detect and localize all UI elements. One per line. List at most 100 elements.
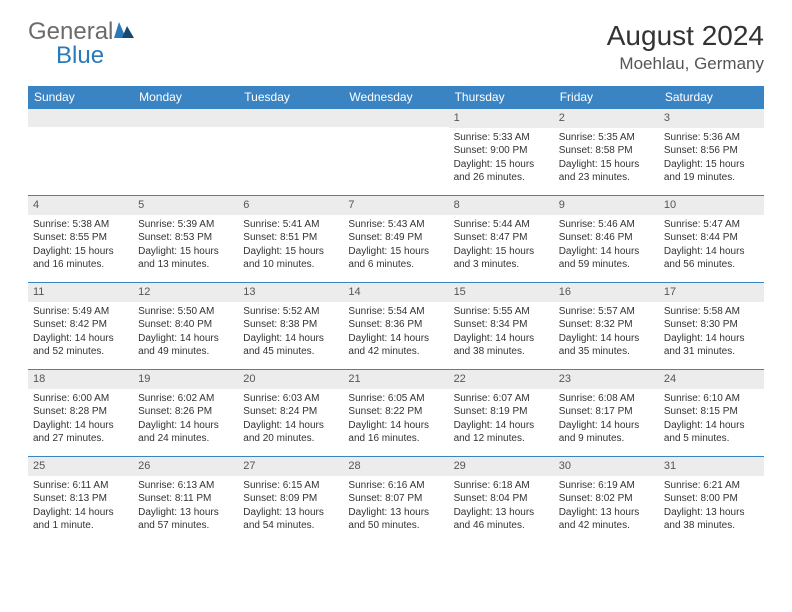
day-number: 13: [238, 283, 343, 302]
sunrise-text: Sunrise: 5:41 AM: [243, 218, 338, 232]
logo-text-general: General: [28, 18, 113, 45]
sunset-text: Sunset: 8:32 PM: [559, 318, 654, 332]
daylight-text: Daylight: 14 hours and 38 minutes.: [454, 332, 549, 359]
day-content: Sunrise: 5:52 AMSunset: 8:38 PMDaylight:…: [238, 302, 343, 362]
sunrise-text: Sunrise: 5:57 AM: [559, 305, 654, 319]
sunset-text: Sunset: 8:22 PM: [348, 405, 443, 419]
day-number: 7: [343, 196, 448, 215]
sunset-text: Sunset: 8:36 PM: [348, 318, 443, 332]
day-cell: 24Sunrise: 6:10 AMSunset: 8:15 PMDayligh…: [659, 370, 764, 456]
daylight-text: Daylight: 13 hours and 50 minutes.: [348, 506, 443, 533]
day-number: [238, 109, 343, 127]
sunrise-text: Sunrise: 6:18 AM: [454, 479, 549, 493]
day-number: 14: [343, 283, 448, 302]
sunrise-text: Sunrise: 6:13 AM: [138, 479, 233, 493]
sunrise-text: Sunrise: 6:15 AM: [243, 479, 338, 493]
day-number: 3: [659, 109, 764, 128]
day-cell: 8Sunrise: 5:44 AMSunset: 8:47 PMDaylight…: [449, 196, 554, 282]
day-number: 24: [659, 370, 764, 389]
sunset-text: Sunset: 8:17 PM: [559, 405, 654, 419]
day-content: Sunrise: 5:36 AMSunset: 8:56 PMDaylight:…: [659, 128, 764, 188]
day-number: 29: [449, 457, 554, 476]
day-cell: 22Sunrise: 6:07 AMSunset: 8:19 PMDayligh…: [449, 370, 554, 456]
sunset-text: Sunset: 8:44 PM: [664, 231, 759, 245]
day-content: Sunrise: 5:55 AMSunset: 8:34 PMDaylight:…: [449, 302, 554, 362]
day-cell: 1Sunrise: 5:33 AMSunset: 9:00 PMDaylight…: [449, 109, 554, 195]
sunrise-text: Sunrise: 6:11 AM: [33, 479, 128, 493]
day-cell: 7Sunrise: 5:43 AMSunset: 8:49 PMDaylight…: [343, 196, 448, 282]
day-number: [343, 109, 448, 127]
day-content: Sunrise: 5:35 AMSunset: 8:58 PMDaylight:…: [554, 128, 659, 188]
daylight-text: Daylight: 14 hours and 24 minutes.: [138, 419, 233, 446]
day-number: 1: [449, 109, 554, 128]
day-number: 4: [28, 196, 133, 215]
sunset-text: Sunset: 8:02 PM: [559, 492, 654, 506]
week-row: 4Sunrise: 5:38 AMSunset: 8:55 PMDaylight…: [28, 195, 764, 282]
sunrise-text: Sunrise: 5:46 AM: [559, 218, 654, 232]
dayname-saturday: Saturday: [659, 86, 764, 108]
calendar-page: GeneralBlue August 2024 Moehlau, Germany…: [0, 0, 792, 563]
day-cell: 18Sunrise: 6:00 AMSunset: 8:28 PMDayligh…: [28, 370, 133, 456]
day-cell: 28Sunrise: 6:16 AMSunset: 8:07 PMDayligh…: [343, 457, 448, 543]
daylight-text: Daylight: 14 hours and 35 minutes.: [559, 332, 654, 359]
day-cell: 4Sunrise: 5:38 AMSunset: 8:55 PMDaylight…: [28, 196, 133, 282]
sunrise-text: Sunrise: 5:52 AM: [243, 305, 338, 319]
sunset-text: Sunset: 8:19 PM: [454, 405, 549, 419]
day-cell: 17Sunrise: 5:58 AMSunset: 8:30 PMDayligh…: [659, 283, 764, 369]
day-content: Sunrise: 6:05 AMSunset: 8:22 PMDaylight:…: [343, 389, 448, 449]
logo-sail-icon: [113, 21, 135, 43]
location: Moehlau, Germany: [607, 54, 764, 74]
day-cell: 20Sunrise: 6:03 AMSunset: 8:24 PMDayligh…: [238, 370, 343, 456]
daylight-text: Daylight: 14 hours and 56 minutes.: [664, 245, 759, 272]
calendar: Sunday Monday Tuesday Wednesday Thursday…: [28, 86, 764, 543]
title-block: August 2024 Moehlau, Germany: [607, 20, 764, 74]
day-cell: 11Sunrise: 5:49 AMSunset: 8:42 PMDayligh…: [28, 283, 133, 369]
day-number: 15: [449, 283, 554, 302]
sunset-text: Sunset: 8:26 PM: [138, 405, 233, 419]
day-number: 22: [449, 370, 554, 389]
dayname-monday: Monday: [133, 86, 238, 108]
weeks-container: 1Sunrise: 5:33 AMSunset: 9:00 PMDaylight…: [28, 108, 764, 543]
day-cell: 31Sunrise: 6:21 AMSunset: 8:00 PMDayligh…: [659, 457, 764, 543]
sunrise-text: Sunrise: 5:58 AM: [664, 305, 759, 319]
sunrise-text: Sunrise: 5:39 AM: [138, 218, 233, 232]
daylight-text: Daylight: 13 hours and 54 minutes.: [243, 506, 338, 533]
sunset-text: Sunset: 8:11 PM: [138, 492, 233, 506]
sunset-text: Sunset: 8:30 PM: [664, 318, 759, 332]
sunrise-text: Sunrise: 6:10 AM: [664, 392, 759, 406]
sunset-text: Sunset: 8:28 PM: [33, 405, 128, 419]
day-cell: 9Sunrise: 5:46 AMSunset: 8:46 PMDaylight…: [554, 196, 659, 282]
dayname-thursday: Thursday: [449, 86, 554, 108]
day-content: Sunrise: 5:44 AMSunset: 8:47 PMDaylight:…: [449, 215, 554, 275]
day-cell: 14Sunrise: 5:54 AMSunset: 8:36 PMDayligh…: [343, 283, 448, 369]
day-number: 6: [238, 196, 343, 215]
day-number: 21: [343, 370, 448, 389]
day-content: Sunrise: 6:19 AMSunset: 8:02 PMDaylight:…: [554, 476, 659, 536]
sunset-text: Sunset: 8:00 PM: [664, 492, 759, 506]
day-content: Sunrise: 6:02 AMSunset: 8:26 PMDaylight:…: [133, 389, 238, 449]
day-number: 10: [659, 196, 764, 215]
sunset-text: Sunset: 8:53 PM: [138, 231, 233, 245]
day-content: Sunrise: 6:18 AMSunset: 8:04 PMDaylight:…: [449, 476, 554, 536]
day-number: 23: [554, 370, 659, 389]
day-content: Sunrise: 6:11 AMSunset: 8:13 PMDaylight:…: [28, 476, 133, 536]
day-content: Sunrise: 5:47 AMSunset: 8:44 PMDaylight:…: [659, 215, 764, 275]
sunset-text: Sunset: 8:13 PM: [33, 492, 128, 506]
daylight-text: Daylight: 14 hours and 31 minutes.: [664, 332, 759, 359]
month-title: August 2024: [607, 20, 764, 52]
day-cell: 3Sunrise: 5:36 AMSunset: 8:56 PMDaylight…: [659, 109, 764, 195]
day-content: Sunrise: 6:03 AMSunset: 8:24 PMDaylight:…: [238, 389, 343, 449]
day-cell: 23Sunrise: 6:08 AMSunset: 8:17 PMDayligh…: [554, 370, 659, 456]
daylight-text: Daylight: 13 hours and 57 minutes.: [138, 506, 233, 533]
daylight-text: Daylight: 14 hours and 16 minutes.: [348, 419, 443, 446]
daylight-text: Daylight: 14 hours and 45 minutes.: [243, 332, 338, 359]
sunset-text: Sunset: 8:51 PM: [243, 231, 338, 245]
week-row: 11Sunrise: 5:49 AMSunset: 8:42 PMDayligh…: [28, 282, 764, 369]
day-content: Sunrise: 5:41 AMSunset: 8:51 PMDaylight:…: [238, 215, 343, 275]
day-cell: [343, 109, 448, 195]
day-content: Sunrise: 6:15 AMSunset: 8:09 PMDaylight:…: [238, 476, 343, 536]
week-row: 18Sunrise: 6:00 AMSunset: 8:28 PMDayligh…: [28, 369, 764, 456]
day-content: Sunrise: 6:10 AMSunset: 8:15 PMDaylight:…: [659, 389, 764, 449]
daylight-text: Daylight: 15 hours and 16 minutes.: [33, 245, 128, 272]
sunset-text: Sunset: 8:47 PM: [454, 231, 549, 245]
